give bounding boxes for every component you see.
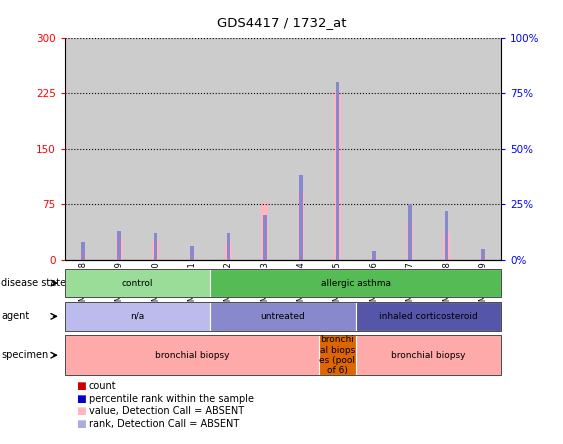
Bar	[428, 38, 464, 260]
Text: control: control	[122, 278, 153, 288]
Bar	[443, 232, 450, 260]
Bar	[65, 38, 101, 260]
Bar	[118, 231, 121, 260]
Bar	[464, 38, 501, 260]
Bar	[79, 251, 86, 260]
Text: ■: ■	[76, 419, 86, 428]
Text: ■: ■	[76, 394, 86, 404]
Text: inhaled corticosteroid: inhaled corticosteroid	[379, 312, 478, 321]
Text: n/a: n/a	[131, 312, 145, 321]
Text: bronchial biopsy: bronchial biopsy	[391, 351, 466, 360]
Bar	[247, 38, 283, 260]
Bar	[319, 38, 356, 260]
Text: percentile rank within the sample: percentile rank within the sample	[89, 394, 254, 404]
Text: rank, Detection Call = ABSENT: rank, Detection Call = ABSENT	[89, 419, 239, 428]
Bar	[480, 254, 486, 260]
Bar	[153, 241, 159, 260]
Bar	[174, 38, 210, 260]
Bar	[225, 243, 231, 260]
Bar	[407, 221, 413, 260]
Bar	[189, 252, 195, 260]
Bar	[356, 38, 392, 260]
Bar	[101, 38, 137, 260]
Bar	[372, 251, 376, 260]
Bar	[336, 82, 339, 260]
Bar	[298, 192, 305, 260]
Bar	[261, 202, 268, 260]
Bar	[81, 242, 85, 260]
Bar	[263, 215, 266, 260]
Bar	[300, 175, 303, 260]
Text: untreated: untreated	[261, 312, 305, 321]
Text: GDS4417 / 1732_at: GDS4417 / 1732_at	[217, 16, 346, 28]
Bar	[116, 238, 123, 260]
Bar	[408, 204, 412, 260]
Text: count: count	[89, 381, 117, 391]
Bar	[370, 256, 377, 260]
Text: agent: agent	[1, 311, 29, 321]
Text: allergic asthma: allergic asthma	[320, 278, 391, 288]
Text: ■: ■	[76, 381, 86, 391]
Text: value, Detection Call = ABSENT: value, Detection Call = ABSENT	[89, 406, 244, 416]
Text: bronchi
al biops
es (pool
of 6): bronchi al biops es (pool of 6)	[319, 335, 355, 375]
Text: ■: ■	[76, 406, 86, 416]
Text: disease state: disease state	[1, 278, 66, 288]
Bar	[154, 233, 158, 260]
Bar	[137, 38, 174, 260]
Text: specimen: specimen	[1, 350, 48, 360]
Bar	[283, 38, 319, 260]
Bar	[334, 91, 341, 260]
Bar	[481, 249, 485, 260]
Bar	[210, 38, 247, 260]
Bar	[226, 233, 230, 260]
Text: bronchial biopsy: bronchial biopsy	[155, 351, 229, 360]
Bar	[445, 211, 448, 260]
Bar	[190, 246, 194, 260]
Bar	[392, 38, 428, 260]
